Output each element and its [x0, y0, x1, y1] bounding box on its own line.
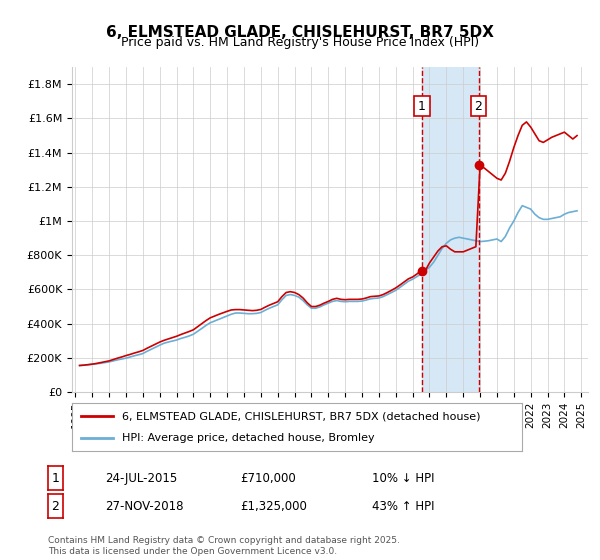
- Text: £710,000: £710,000: [240, 472, 296, 485]
- Text: 1: 1: [418, 100, 426, 113]
- Bar: [422, 67, 479, 392]
- Text: 6, ELMSTEAD GLADE, CHISLEHURST, BR7 5DX (detached house): 6, ELMSTEAD GLADE, CHISLEHURST, BR7 5DX …: [121, 411, 480, 421]
- Text: HPI: Average price, detached house, Bromley: HPI: Average price, detached house, Brom…: [121, 433, 374, 443]
- Text: 43% ↑ HPI: 43% ↑ HPI: [372, 500, 434, 513]
- Text: 2: 2: [475, 100, 482, 113]
- Text: 2: 2: [52, 500, 59, 513]
- Text: 24-JUL-2015: 24-JUL-2015: [105, 472, 177, 485]
- Text: 1: 1: [52, 472, 59, 485]
- Text: £1,325,000: £1,325,000: [240, 500, 307, 513]
- Text: Contains HM Land Registry data © Crown copyright and database right 2025.
This d: Contains HM Land Registry data © Crown c…: [48, 536, 400, 556]
- Text: 10% ↓ HPI: 10% ↓ HPI: [372, 472, 434, 485]
- Text: 6, ELMSTEAD GLADE, CHISLEHURST, BR7 5DX: 6, ELMSTEAD GLADE, CHISLEHURST, BR7 5DX: [106, 25, 494, 40]
- Text: Price paid vs. HM Land Registry's House Price Index (HPI): Price paid vs. HM Land Registry's House …: [121, 36, 479, 49]
- Text: 27-NOV-2018: 27-NOV-2018: [105, 500, 184, 513]
